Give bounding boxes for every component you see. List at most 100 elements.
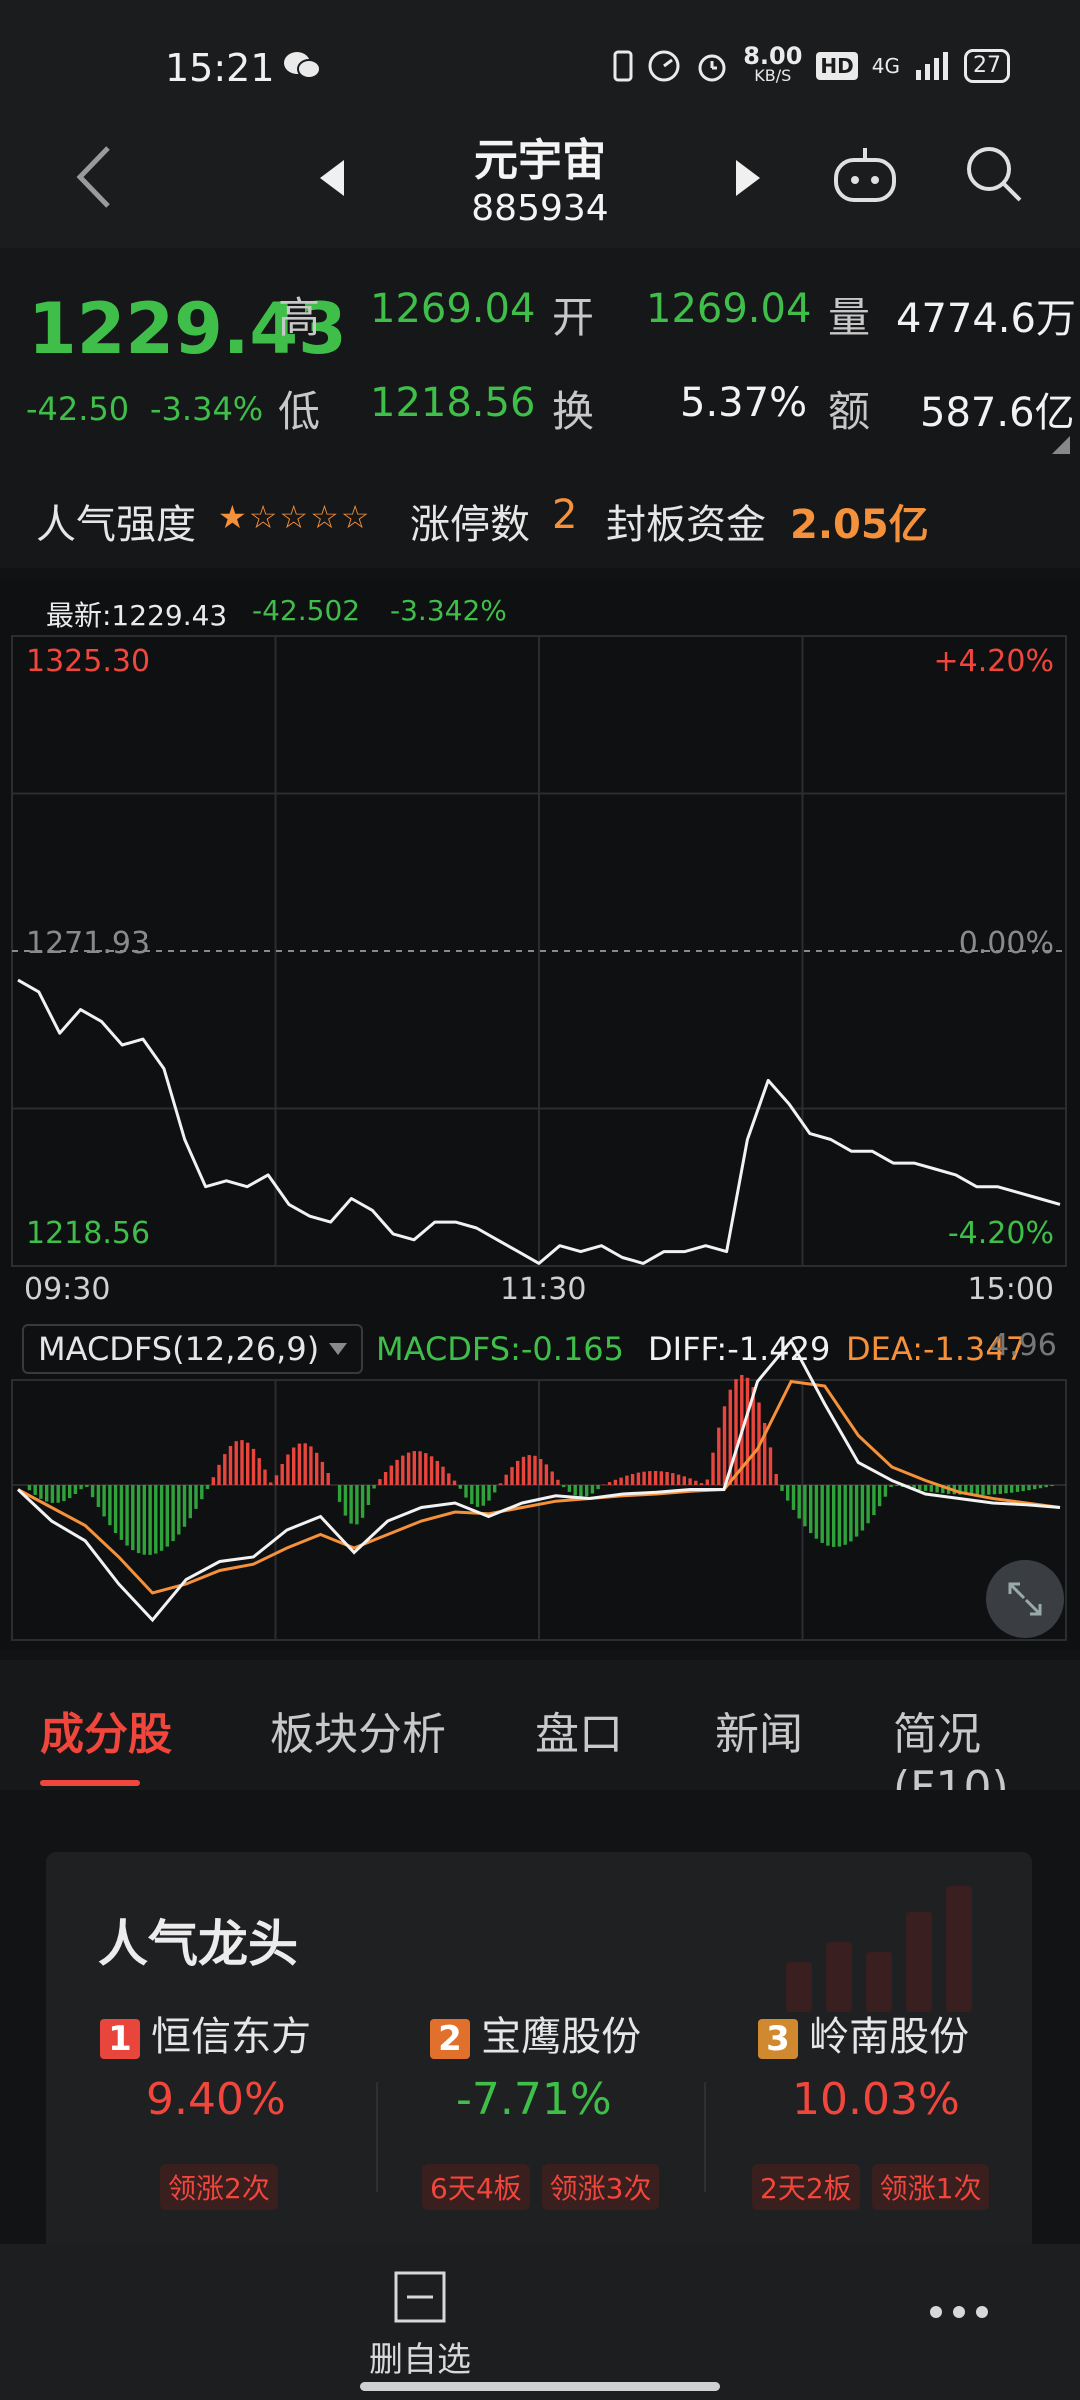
amount-value: 587.6亿 — [920, 390, 1075, 436]
card-title: 人气龙头 — [98, 1915, 298, 1973]
status-bar: 15:21 8.00 KB/S HD 4G 27 — [0, 0, 1080, 130]
macd-bar — [401, 1455, 405, 1485]
prev-stock-icon[interactable] — [318, 158, 348, 198]
macd-bar — [814, 1485, 819, 1539]
tab-news[interactable]: 新闻 — [715, 1709, 803, 1760]
macd-bar — [200, 1485, 204, 1500]
macd-bar — [791, 1485, 796, 1510]
macd-bar — [550, 1471, 554, 1485]
open-value: 1269.04 — [646, 286, 812, 332]
macd-bar — [182, 1485, 187, 1527]
macd-bar — [406, 1452, 411, 1485]
stock-tag: 领涨3次 — [541, 2164, 660, 2210]
decorative-chart-icon — [786, 1886, 972, 2012]
macd-bar — [292, 1447, 296, 1485]
macd-bar — [717, 1427, 721, 1485]
macdfs-value: MACDFS:-0.165 — [376, 1330, 625, 1368]
macd-bar — [96, 1485, 101, 1507]
macd-bar — [136, 1485, 141, 1554]
pct-mid-label: 0.00% — [958, 926, 1054, 961]
macd-bar — [659, 1471, 663, 1485]
next-stock-icon[interactable] — [732, 158, 762, 198]
macd-bar — [395, 1459, 399, 1485]
stock-tag: 领涨1次 — [871, 2164, 990, 2210]
macd-bar — [429, 1456, 434, 1485]
leader-stock-1[interactable]: 1 恒信东方 9.40% 领涨2次 — [100, 2004, 390, 2234]
macd-bar — [883, 1485, 888, 1497]
popularity-label: 人气强度 — [36, 502, 196, 548]
macd-bar — [998, 1485, 1002, 1494]
phone-icon — [613, 50, 633, 82]
tab-order-book[interactable]: 盘口 — [535, 1709, 623, 1760]
macd-bar — [240, 1440, 244, 1485]
macd-bar — [699, 1483, 704, 1485]
chevron-down-icon — [329, 1343, 348, 1355]
macd-bar — [602, 1484, 606, 1485]
search-icon[interactable] — [964, 144, 1024, 204]
macd-bar — [447, 1473, 451, 1485]
back-icon[interactable] — [70, 142, 120, 212]
popular-leaders-card[interactable]: 人气龙头 1 恒信东方 9.40% 领涨2次 2 宝鹰股份 -7.71% 6天4… — [46, 1852, 1032, 2272]
volume-label: 量 — [828, 293, 871, 342]
price-change-pct: -3.34% — [150, 390, 264, 428]
macd-bar — [665, 1472, 669, 1485]
macd-bar — [705, 1479, 709, 1485]
pct-top-label: +4.20% — [933, 644, 1054, 679]
macd-bar — [579, 1485, 583, 1497]
tab-sector-analysis[interactable]: 板块分析 — [270, 1709, 446, 1760]
macd-bar — [68, 1485, 72, 1499]
dea-value: DEA:-1.347 — [846, 1330, 1027, 1368]
macd-bar — [768, 1447, 773, 1485]
macd-bar — [372, 1485, 376, 1489]
macd-bar — [613, 1479, 618, 1485]
macd-bar — [286, 1454, 290, 1485]
macd-bar — [975, 1485, 979, 1495]
robot-icon[interactable] — [832, 146, 898, 206]
indicator-selector[interactable]: MACDFS(12,26,9) — [22, 1324, 364, 1374]
macd-bar — [504, 1474, 508, 1485]
x-tick-end: 15:00 — [967, 1272, 1054, 1307]
macd-bar — [837, 1485, 842, 1547]
divider — [376, 2082, 378, 2192]
macd-bar — [435, 1461, 439, 1485]
macd-bar — [481, 1485, 485, 1506]
stock-code: 885934 — [471, 188, 609, 229]
macd-bar — [510, 1467, 514, 1485]
macd-bar — [809, 1485, 813, 1534]
battery-indicator: 27 — [964, 49, 1010, 83]
macd-bar — [475, 1485, 480, 1507]
leader-stock-2[interactable]: 2 宝鹰股份 -7.71% 6天4板 领涨3次 — [422, 2004, 720, 2234]
macd-bar — [487, 1485, 491, 1501]
stock-header: 元宇宙 885934 — [0, 130, 1080, 248]
macd-bar — [217, 1464, 221, 1485]
macd-bar — [73, 1485, 78, 1494]
macd-bar — [297, 1443, 302, 1485]
fullscreen-button[interactable] — [986, 1560, 1064, 1638]
macd-bar — [797, 1485, 801, 1519]
macd-bar — [424, 1453, 428, 1485]
high-value: 1269.04 — [370, 286, 536, 332]
intraday-trend-chart[interactable] — [0, 580, 1080, 1650]
more-icon[interactable] — [926, 2302, 992, 2322]
macd-bar — [992, 1485, 997, 1495]
macd-bar — [1015, 1485, 1020, 1492]
macd-bar — [745, 1377, 750, 1485]
macd-bar — [763, 1423, 767, 1485]
macd-bar — [722, 1406, 727, 1485]
chart-area[interactable]: 最新:1229.43 -42.502 -3.342% 1325.30 +4.20… — [0, 580, 1080, 1650]
macd-bar — [1033, 1485, 1037, 1490]
macd-bar — [981, 1485, 985, 1495]
macd-bar — [355, 1485, 359, 1525]
tab-constituents[interactable]: 成分股 — [40, 1709, 172, 1760]
macd-bar — [412, 1451, 416, 1485]
status-icons: 8.00 KB/S HD 4G 27 — [613, 44, 1010, 88]
expand-corner-icon[interactable] — [1052, 436, 1070, 454]
macd-bar — [895, 1485, 899, 1486]
leader-stock-3[interactable]: 3 岭南股份 10.03% 2天2板 领涨1次 — [752, 2004, 1028, 2234]
macd-bar — [326, 1473, 330, 1485]
macd-bar — [315, 1452, 319, 1485]
macd-bar — [923, 1485, 928, 1491]
limit-up-label: 涨停数 — [410, 502, 530, 548]
remove-watchlist-button[interactable]: 删自选 — [350, 2270, 490, 2380]
latest-label: 最新:1229.43 — [46, 599, 228, 632]
